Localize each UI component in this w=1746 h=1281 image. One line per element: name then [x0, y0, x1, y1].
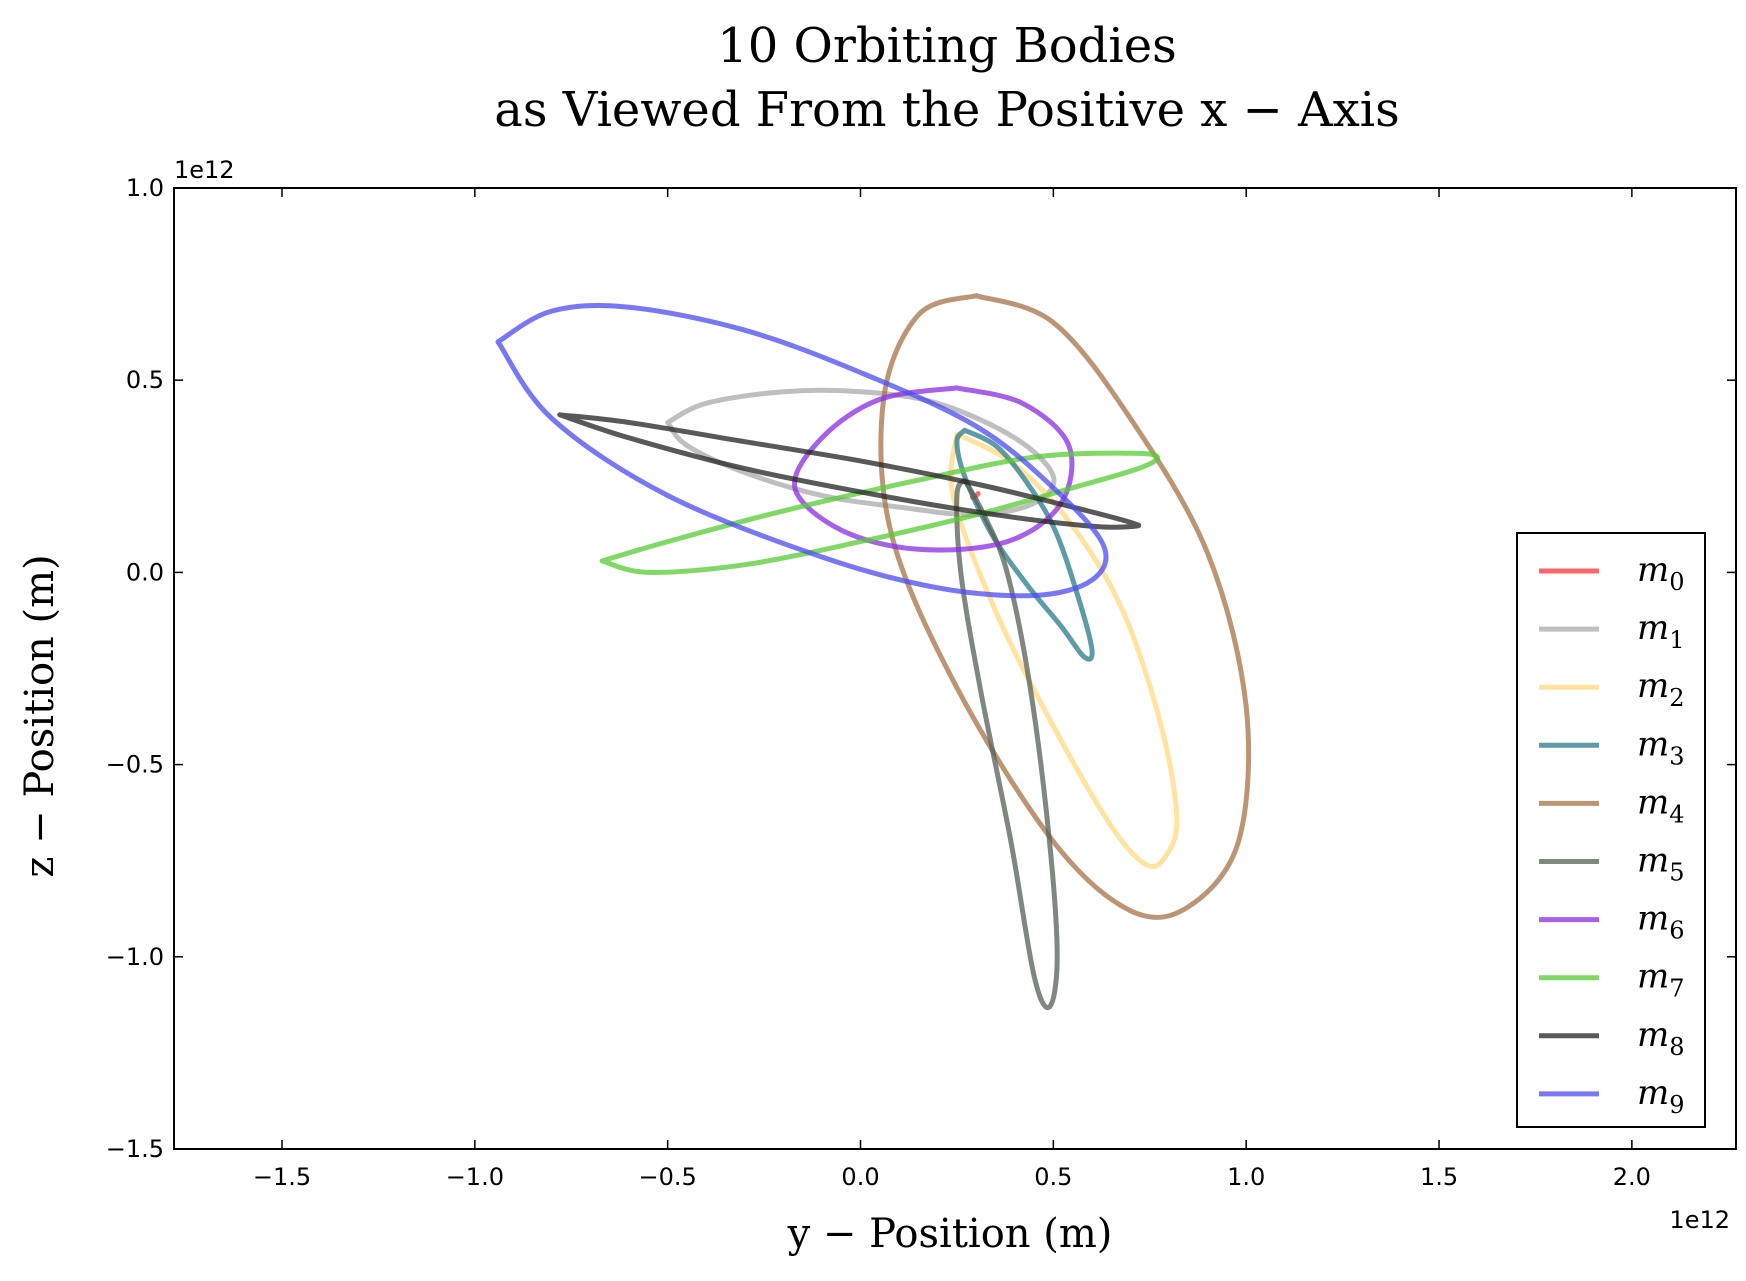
series-line-m9: [495, 302, 1109, 599]
ticks-layer: −1.5 −1.0 −0.5 0.0 0.5 1.0 1.5 2.0 1.0 0.5 0.0 −0.5…: [106, 174, 1736, 1191]
series-line-m4: [878, 293, 1252, 920]
x-tick-label: 2.0: [1613, 1163, 1651, 1191]
y-axis-label: z − Position (m): [17, 554, 63, 877]
y-tick-label: 1.0: [126, 174, 164, 202]
series-line-m3: [954, 427, 1095, 662]
series-line-m6: [792, 385, 1075, 553]
x-tick-label: 0.0: [841, 1163, 879, 1191]
y-offset-label: 1e12: [174, 156, 235, 184]
y-tick-label: 0.5: [126, 366, 164, 394]
y-tick-label: −1.0: [106, 943, 164, 971]
series-line-m8: [557, 412, 1142, 530]
legend-box: [1516, 532, 1706, 1128]
legend-label-m9: m9: [1637, 1073, 1685, 1119]
y-tick-label: −1.5: [106, 1135, 164, 1163]
x-tick-label: −1.0: [446, 1163, 504, 1191]
chart-subtitle: as Viewed From the Positive x − Axis: [494, 82, 1400, 138]
series-line-m1: [665, 387, 1057, 518]
series-line-m7: [599, 450, 1161, 575]
x-tick-label: 1.5: [1420, 1163, 1458, 1191]
series-layer: [495, 293, 1252, 1010]
x-tick-label: −1.5: [253, 1163, 311, 1191]
x-tick-label: 0.5: [1034, 1163, 1072, 1191]
x-offset-label: 1e12: [1669, 1206, 1730, 1234]
x-tick-label: −0.5: [639, 1163, 697, 1191]
plot-frame: [173, 187, 1737, 1150]
y-tick-label: 0.0: [126, 558, 164, 586]
chart-title: 10 Orbiting Bodies: [717, 18, 1177, 74]
legend-label-m3: m3: [1637, 724, 1685, 770]
x-tick-label: 1.0: [1227, 1163, 1265, 1191]
x-axis-label: y − Position (m): [787, 1211, 1113, 1257]
legend-label-m7: m7: [1637, 957, 1685, 1003]
y-tick-label: −0.5: [106, 751, 164, 779]
